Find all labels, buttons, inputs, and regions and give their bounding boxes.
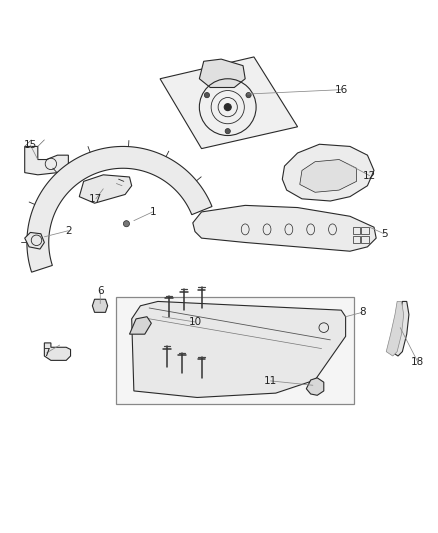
Text: 11: 11 [264,376,277,386]
Circle shape [225,128,230,134]
Polygon shape [283,144,374,201]
Polygon shape [92,299,108,312]
Polygon shape [79,175,132,203]
Text: 17: 17 [89,194,102,204]
Text: 16: 16 [335,85,348,95]
Text: 8: 8 [359,308,366,317]
Polygon shape [386,302,404,356]
Polygon shape [193,205,376,251]
Text: 18: 18 [411,357,424,367]
Circle shape [124,221,130,227]
FancyBboxPatch shape [117,297,354,404]
Polygon shape [27,147,212,272]
Polygon shape [160,57,297,149]
Circle shape [204,93,209,98]
Circle shape [246,93,251,98]
Polygon shape [25,232,44,249]
Text: 6: 6 [97,286,103,296]
Polygon shape [130,317,151,334]
Circle shape [224,103,231,111]
Polygon shape [300,159,357,192]
Text: 2: 2 [65,225,72,236]
Text: 1: 1 [149,207,156,217]
Text: 5: 5 [381,229,387,239]
Text: 7: 7 [43,348,50,358]
Text: 10: 10 [188,317,201,327]
Polygon shape [132,302,346,398]
Polygon shape [306,378,324,395]
Polygon shape [44,343,71,360]
Polygon shape [392,302,409,356]
Text: 12: 12 [363,171,376,181]
Text: 15: 15 [24,140,37,150]
Polygon shape [25,147,68,175]
Polygon shape [199,59,245,87]
